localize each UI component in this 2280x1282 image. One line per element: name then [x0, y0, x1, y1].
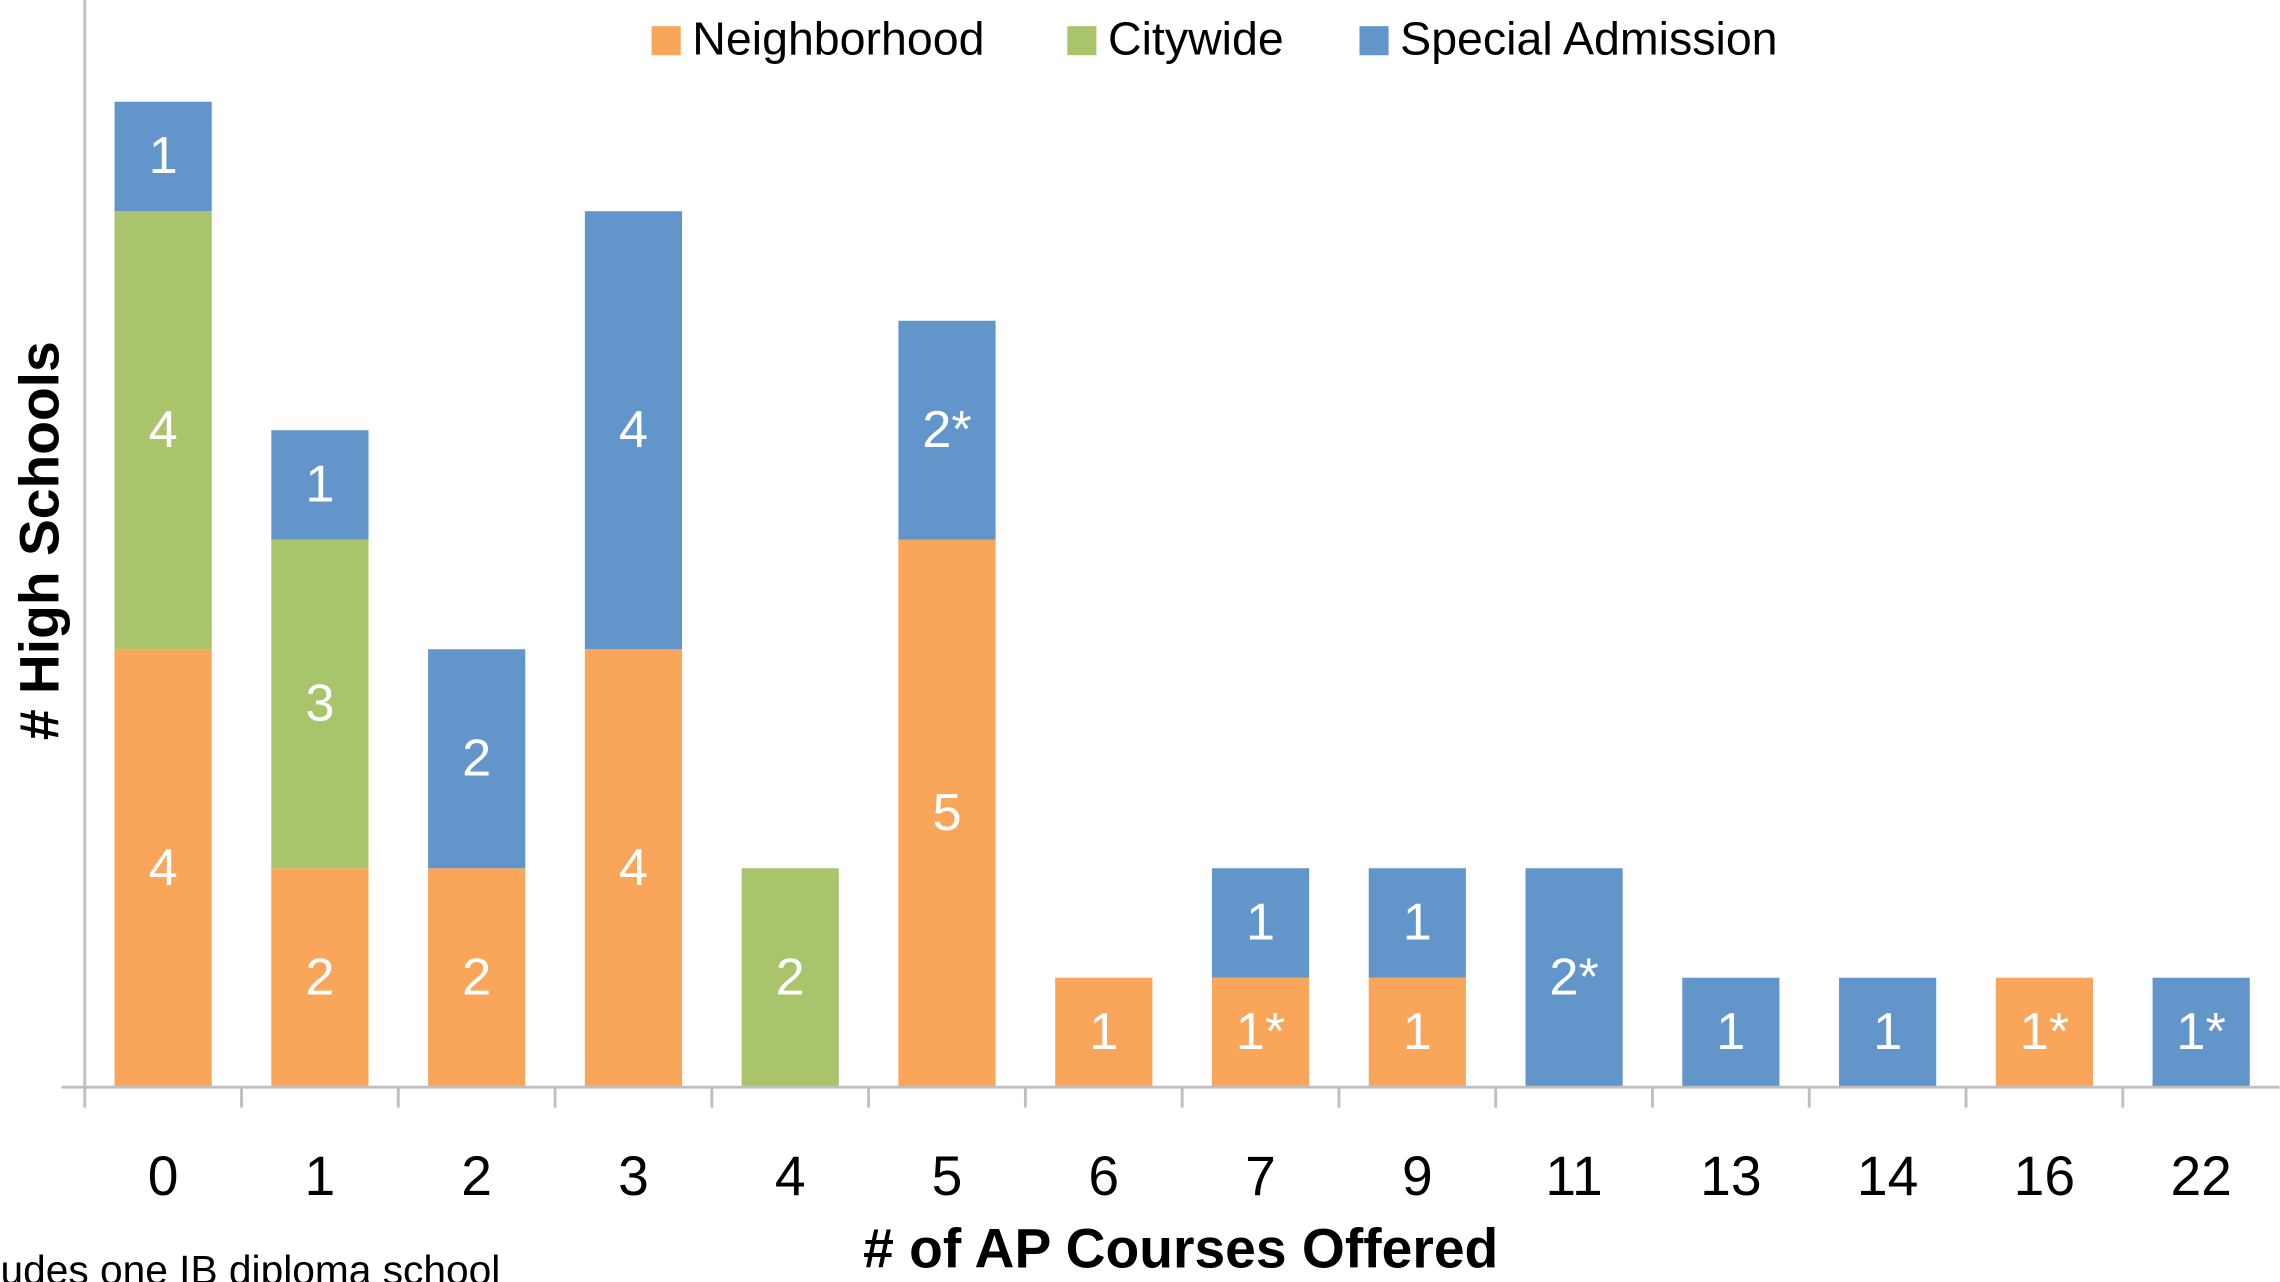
data-label: 1 — [1873, 1003, 1902, 1061]
bar-segment — [271, 868, 369, 1088]
bar-segment — [114, 211, 212, 650]
bar-segment — [584, 211, 683, 650]
x-tick-label: 4 — [775, 1145, 806, 1207]
bar-segment — [114, 649, 212, 1088]
bar-segment — [1211, 868, 1310, 978]
data-label: 1* — [2176, 1003, 2225, 1061]
x-tick-label: 9 — [1402, 1145, 1433, 1207]
bar-segment — [2152, 977, 2250, 1088]
data-label: 2 — [462, 948, 491, 1006]
data-label: 4 — [619, 839, 648, 897]
data-label: 4 — [149, 839, 178, 897]
legend-label: Special Admission — [1400, 12, 1777, 64]
bar-segment — [741, 868, 839, 1088]
x-tick-label: 22 — [2170, 1145, 2231, 1207]
x-tick-label: 3 — [618, 1145, 649, 1207]
bar-segment — [1525, 868, 1623, 1088]
data-label: 1 — [1089, 1003, 1118, 1061]
data-label: 1 — [305, 456, 334, 514]
bar-segment — [1995, 977, 2093, 1088]
data-label: 1* — [2020, 1003, 2069, 1061]
bar-segment — [114, 101, 212, 212]
data-label: 5 — [932, 784, 961, 842]
bar-segment — [271, 430, 369, 540]
data-label: 2* — [1549, 948, 1598, 1006]
footnote: udes one IB diploma school — [0, 1247, 500, 1282]
data-label: 2* — [922, 401, 971, 459]
x-tick-label: 1 — [305, 1145, 336, 1207]
data-label: 1 — [1403, 894, 1432, 952]
data-label: 1 — [1246, 894, 1275, 952]
legend-swatch — [1359, 26, 1389, 56]
bar-segment — [898, 539, 996, 1088]
y-axis-title: # High Schools — [9, 341, 71, 740]
data-label: 1 — [149, 127, 178, 185]
bar-segment — [1211, 977, 1310, 1088]
bar-segment — [898, 320, 996, 540]
bar-segment — [1368, 977, 1466, 1088]
x-tick-label: 16 — [2014, 1145, 2075, 1207]
legend-swatch — [651, 26, 681, 56]
data-label: 3 — [305, 675, 334, 733]
bar-segment — [428, 649, 526, 869]
bar-segment — [271, 539, 369, 869]
x-axis-title: # of AP Courses Offered — [863, 1218, 1498, 1280]
bar-segment — [1839, 977, 1937, 1088]
x-tick-label: 5 — [932, 1145, 963, 1207]
data-label: 1 — [1403, 1003, 1432, 1061]
x-tick-label: 13 — [1700, 1145, 1761, 1207]
legend-swatch — [1067, 26, 1097, 56]
bar-segment — [428, 868, 526, 1088]
x-tick-label: 14 — [1857, 1145, 1918, 1207]
x-tick-label: 11 — [1545, 1145, 1602, 1207]
data-label: 1* — [1236, 1003, 1285, 1061]
legend-label: Citywide — [1108, 12, 1284, 64]
data-label: 2 — [776, 948, 805, 1006]
x-tick-label: 7 — [1245, 1145, 1276, 1207]
x-tick-label: 6 — [1088, 1145, 1119, 1207]
data-label: 4 — [619, 401, 648, 459]
bar-segment — [1368, 868, 1466, 978]
data-label: 2 — [462, 729, 491, 787]
bar-segment — [1682, 977, 1780, 1088]
x-tick-label: 0 — [148, 1145, 179, 1207]
data-label: 1 — [1716, 1003, 1745, 1061]
x-tick-label: 2 — [461, 1145, 492, 1207]
bar-segment — [1055, 977, 1153, 1088]
bar-segment — [584, 649, 683, 1088]
data-label: 4 — [149, 401, 178, 459]
data-label: 2 — [305, 948, 334, 1006]
legend-label: Neighborhood — [692, 12, 984, 64]
